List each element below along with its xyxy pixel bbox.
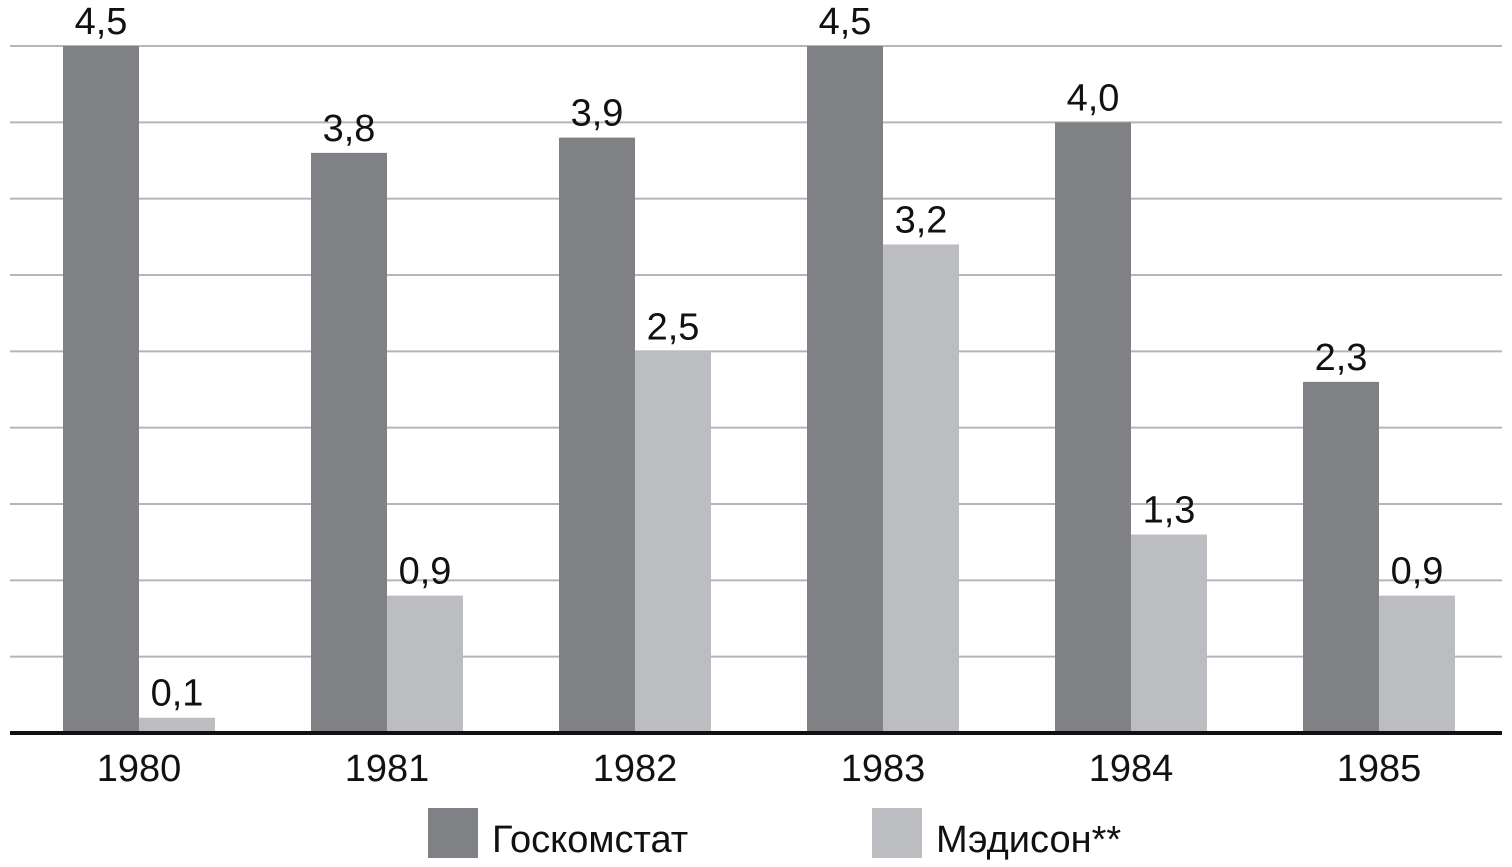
data-label: 4,5: [819, 1, 872, 43]
data-label: 2,5: [647, 306, 700, 348]
legend-label: Госкомстат: [492, 819, 688, 861]
data-label: 3,9: [571, 93, 624, 135]
x-tick-label: 1983: [841, 748, 926, 790]
bar-goskomstat-1982: [559, 137, 635, 734]
bar-goskomstat-1981: [311, 152, 387, 733]
x-tick-label: 1981: [345, 748, 430, 790]
bar-goskomstat-1985: [1303, 381, 1379, 733]
data-label: 2,3: [1315, 337, 1368, 379]
data-label: 3,2: [895, 199, 948, 241]
data-label: 4,0: [1067, 77, 1120, 119]
x-tick-label: 1985: [1337, 748, 1422, 790]
data-label: 4,5: [75, 1, 128, 43]
bar-madison-1984: [1131, 534, 1207, 733]
data-label: 1,3: [1143, 490, 1196, 532]
data-label: 0,9: [1391, 551, 1444, 593]
bar-goskomstat-1984: [1055, 122, 1131, 734]
legend-swatch: [872, 808, 922, 858]
bar-madison-1985: [1379, 595, 1455, 733]
bar-madison-1980: [139, 717, 215, 733]
bar-madison-1982: [635, 351, 711, 733]
bar-goskomstat-1983: [807, 46, 883, 733]
legend-label: Мэдисон**: [936, 819, 1121, 861]
x-tick-label: 1984: [1089, 748, 1174, 790]
data-label: 0,1: [151, 673, 204, 715]
bar-madison-1983: [883, 244, 959, 733]
data-label: 0,9: [399, 551, 452, 593]
x-tick-label: 1980: [97, 748, 182, 790]
bar-goskomstat-1980: [63, 46, 139, 733]
x-tick-label: 1982: [593, 748, 678, 790]
bar-madison-1981: [387, 595, 463, 733]
data-label: 3,8: [323, 108, 376, 150]
legend-swatch: [428, 808, 478, 858]
